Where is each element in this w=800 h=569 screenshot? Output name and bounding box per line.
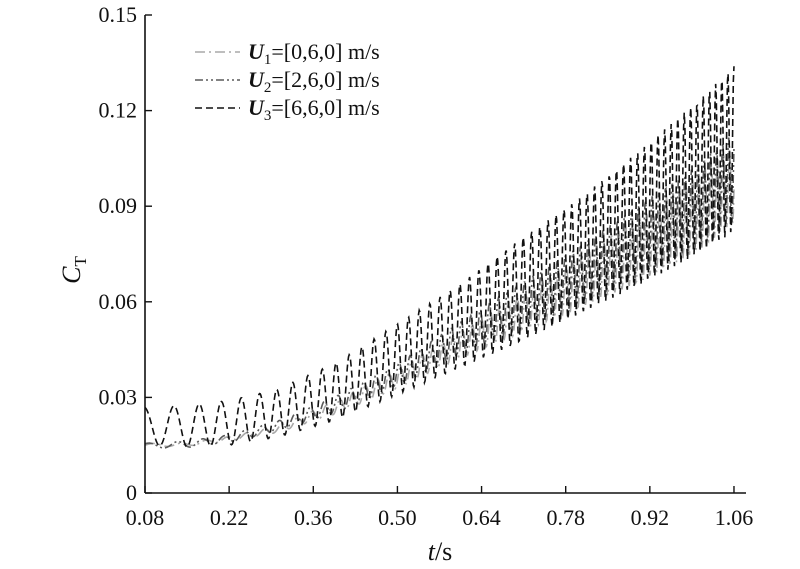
- x-axis-label: t/s: [428, 537, 453, 566]
- series-layer: [144, 66, 735, 449]
- legend-label-2: U2=[2,6,0] m/s: [248, 67, 380, 96]
- series-line-2: [144, 137, 735, 449]
- x-tick-label: 1.06: [715, 505, 754, 530]
- axes-layer: [144, 15, 746, 494]
- legend: U1=[0,6,0] m/sU2=[2,6,0] m/sU3=[6,6,0] m…: [195, 39, 380, 124]
- y-tick-label: 0.12: [99, 98, 138, 123]
- y-tick-label: 0.03: [99, 384, 138, 409]
- y-tick-label: 0.09: [99, 193, 138, 218]
- y-tick-label: 0.15: [99, 2, 138, 27]
- y-tick-label: 0: [126, 480, 137, 505]
- series-line-3: [144, 66, 735, 448]
- x-tick-label: 0.92: [631, 505, 670, 530]
- x-tick-label: 0.50: [378, 505, 417, 530]
- y-ticks: 0 0.03 0.06 0.09 0.12 0.15: [99, 2, 152, 505]
- x-tick-label: 0.22: [210, 505, 249, 530]
- y-axis-label: CT: [57, 256, 90, 284]
- x-ticks: 0.08 0.22 0.36 0.50 0.64 0.78 0.92 1.06: [126, 486, 753, 530]
- legend-label-3: U3=[6,6,0] m/s: [248, 95, 380, 124]
- legend-label-1: U1=[0,6,0] m/s: [248, 39, 380, 68]
- x-tick-label: 0.78: [546, 505, 585, 530]
- x-tick-label: 0.64: [462, 505, 501, 530]
- series-line-1: [144, 150, 735, 448]
- x-tick-label: 0.08: [126, 505, 165, 530]
- y-tick-label: 0.06: [99, 289, 138, 314]
- x-tick-label: 0.36: [294, 505, 333, 530]
